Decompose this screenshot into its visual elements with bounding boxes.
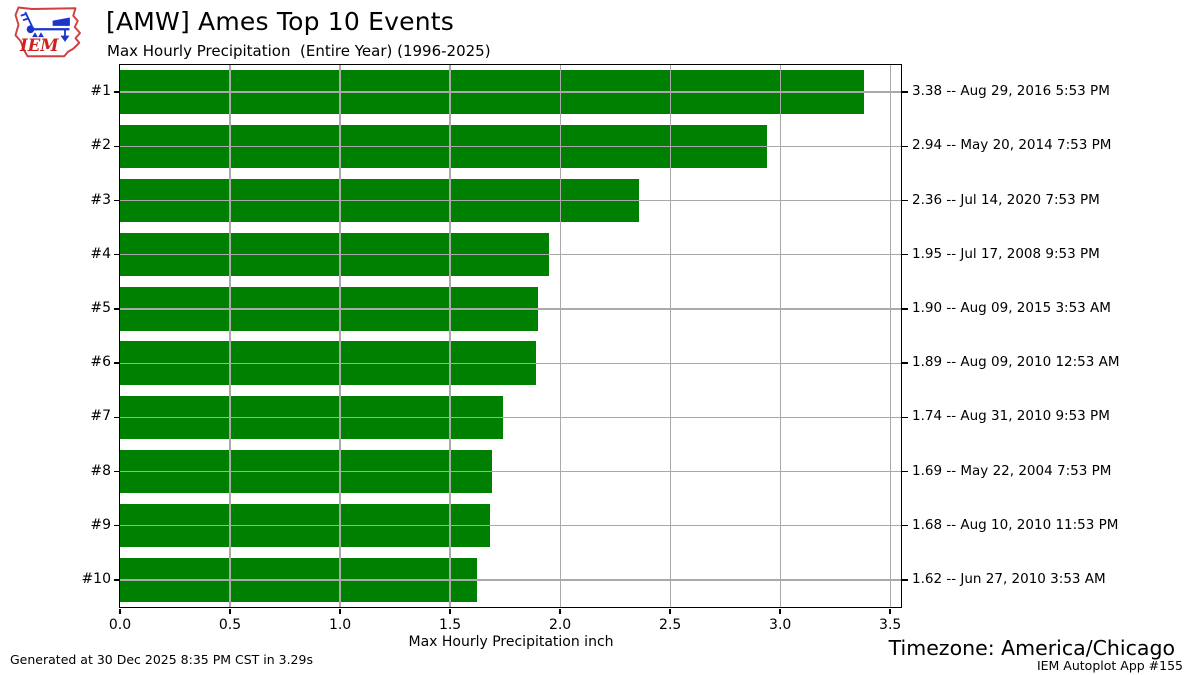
x-axis-title: Max Hourly Precipitation inch <box>408 634 614 650</box>
x-tick-label: 0.5 <box>218 617 242 633</box>
bar-rank-label: #9 <box>90 516 111 533</box>
y-tick-mark-right <box>902 524 908 527</box>
x-tick-label: 1.0 <box>328 617 352 633</box>
grid-line-horizontal <box>120 91 901 93</box>
bar-rank-label: #4 <box>90 245 111 262</box>
x-tick-label: 3.0 <box>769 617 792 633</box>
grid-line-vertical <box>779 65 781 607</box>
x-tick-mark <box>889 609 891 614</box>
bar-rank-label: #6 <box>90 354 111 371</box>
bar-rank-label: #2 <box>90 137 111 154</box>
chart-subtitle: Max Hourly Precipitation (Entire Year) (… <box>107 42 491 60</box>
logo-text: IEM <box>19 36 59 55</box>
grid-line-vertical <box>449 65 451 607</box>
y-tick-mark-right <box>902 470 908 473</box>
grid-line-vertical <box>559 65 561 607</box>
iem-logo-icon: IEM <box>14 6 81 58</box>
x-tick-label: 3.5 <box>879 617 902 633</box>
y-tick-mark-right <box>902 253 908 256</box>
y-tick-mark-left <box>114 308 120 310</box>
grid-line-vertical <box>669 65 671 607</box>
bar-rank-label: #7 <box>90 408 111 425</box>
x-tick-mark <box>119 609 121 614</box>
grid-line-horizontal <box>120 362 901 364</box>
grid-line-horizontal <box>120 416 901 418</box>
x-tick-mark <box>669 609 671 614</box>
bar-value-label: 2.94 -- May 20, 2014 7:53 PM <box>912 137 1112 154</box>
grid-line-vertical <box>889 65 891 607</box>
grid-line-vertical <box>339 65 341 607</box>
y-tick-mark-left <box>114 253 120 256</box>
chart-title: [AMW] Ames Top 10 Events <box>106 7 454 36</box>
bar-rank-label: #8 <box>90 462 111 479</box>
y-tick-mark-right <box>902 91 908 93</box>
bar-value-label: 3.38 -- Aug 29, 2016 5:53 PM <box>912 83 1110 100</box>
y-tick-mark-right <box>902 145 908 148</box>
grid-line-horizontal <box>120 308 901 310</box>
generated-timestamp: Generated at 30 Dec 2025 8:35 PM CST in … <box>10 652 313 667</box>
y-tick-mark-left <box>114 362 120 364</box>
x-tick-mark <box>559 609 561 614</box>
bar-value-label: 1.62 -- Jun 27, 2010 3:53 AM <box>912 570 1106 587</box>
bar-rank-label: #5 <box>90 299 111 316</box>
timezone-label: Timezone: America/Chicago <box>888 636 1175 660</box>
y-tick-mark-left <box>114 524 120 527</box>
y-tick-mark-left <box>114 199 120 202</box>
y-tick-mark-right <box>902 362 908 364</box>
bar-value-label: 1.89 -- Aug 09, 2010 12:53 AM <box>912 354 1120 371</box>
x-tick-mark <box>339 609 341 614</box>
grid-line-vertical <box>229 65 231 607</box>
x-tick-label: 2.5 <box>659 617 682 633</box>
y-tick-mark-left <box>114 145 120 148</box>
x-tick-mark <box>779 609 781 614</box>
y-tick-mark-left <box>114 91 120 93</box>
grid-line-horizontal <box>120 579 901 581</box>
bar-value-label: 1.68 -- Aug 10, 2010 11:53 PM <box>912 516 1119 533</box>
bar-rank-label: #1 <box>90 83 111 100</box>
bar-value-label: 1.90 -- Aug 09, 2015 3:53 AM <box>912 299 1111 316</box>
grid-line-horizontal <box>120 525 901 527</box>
app-credit: IEM Autoplot App #155 <box>1036 658 1183 673</box>
x-tick-mark <box>229 609 231 614</box>
anemometer-icon <box>20 11 70 42</box>
grid-line-horizontal <box>120 145 901 147</box>
y-tick-mark-right <box>902 308 908 310</box>
y-tick-mark-right <box>902 199 908 202</box>
y-tick-mark-left <box>114 579 120 581</box>
y-tick-mark-left <box>114 416 120 419</box>
y-tick-mark-left <box>114 470 120 473</box>
grid-line-horizontal <box>120 254 901 256</box>
grid-line-horizontal <box>120 470 901 473</box>
y-tick-mark-right <box>902 579 908 581</box>
x-tick-label: 1.5 <box>438 617 462 633</box>
bar-value-label: 1.95 -- Jul 17, 2008 9:53 PM <box>912 245 1100 262</box>
grid-line-horizontal <box>120 199 901 202</box>
bar-value-label: 1.69 -- May 22, 2004 7:53 PM <box>912 462 1112 479</box>
y-tick-mark-right <box>902 416 908 419</box>
x-tick-label: 2.0 <box>548 617 572 633</box>
bar-rank-label: #3 <box>90 191 111 208</box>
bar-value-label: 2.36 -- Jul 14, 2020 7:53 PM <box>912 191 1100 208</box>
bar-rank-label: #10 <box>81 570 111 587</box>
bar-value-label: 1.74 -- Aug 31, 2010 9:53 PM <box>912 408 1110 425</box>
x-tick-mark <box>449 609 451 614</box>
x-tick-label: 0.0 <box>108 617 132 633</box>
